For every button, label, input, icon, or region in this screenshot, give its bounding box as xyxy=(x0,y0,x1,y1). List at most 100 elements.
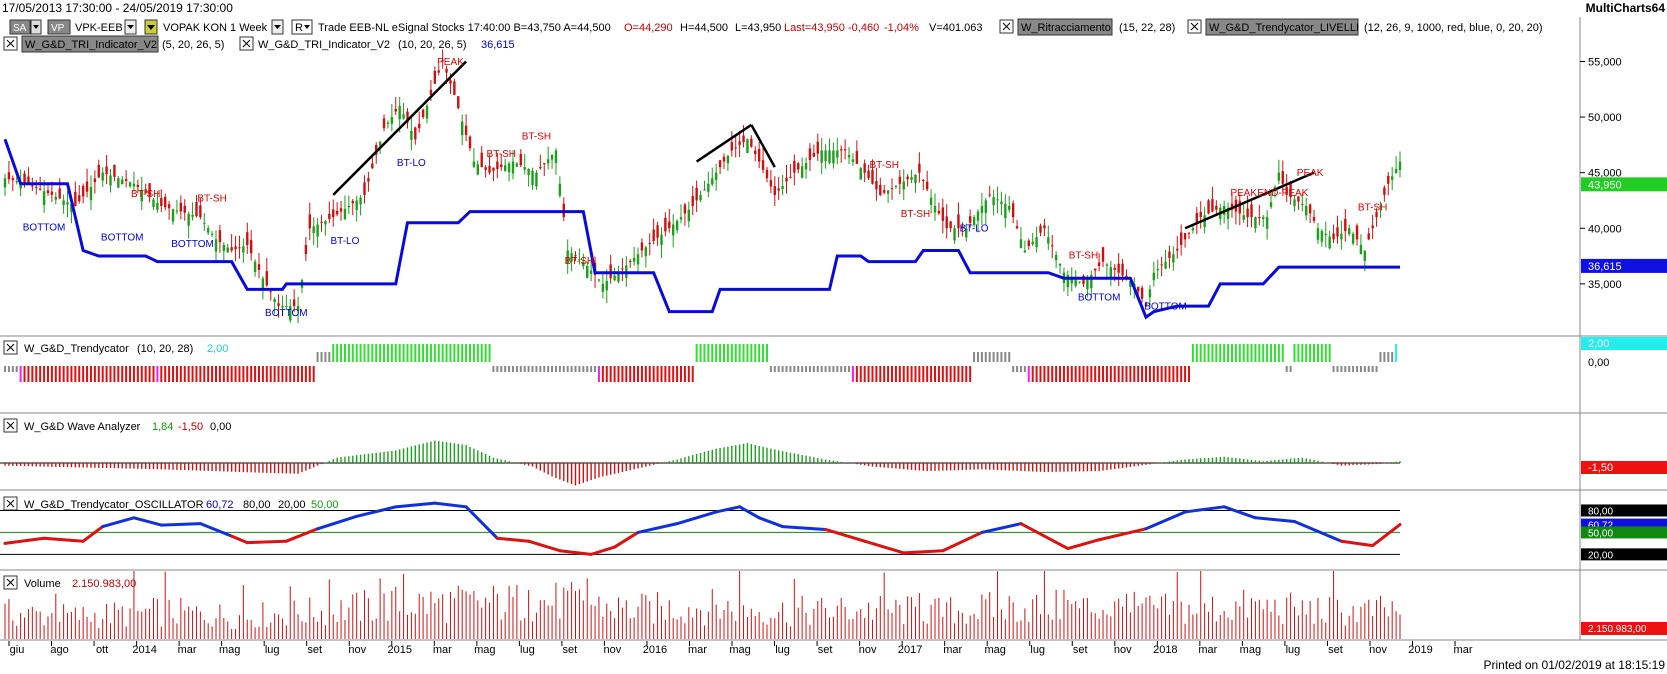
pattern-label: BOTTOM xyxy=(265,308,308,319)
trendycator-bar xyxy=(629,366,632,382)
candle-body xyxy=(445,68,448,73)
trendycator-bar xyxy=(168,366,171,382)
oscillator-line xyxy=(558,549,593,556)
trendycator-bar xyxy=(918,366,921,382)
candle-body xyxy=(773,186,776,195)
trendycator-bar xyxy=(578,366,581,372)
pattern-label: BT-SH xyxy=(1358,202,1387,213)
candle-body xyxy=(1191,228,1195,231)
candle-body xyxy=(375,144,378,155)
candle-body xyxy=(996,199,999,201)
trendycator-bar xyxy=(844,366,847,372)
wave-tag-label: -1,50 xyxy=(1588,462,1613,474)
candle-body xyxy=(70,204,73,212)
candle-body xyxy=(246,232,249,245)
r-button[interactable] xyxy=(291,19,313,35)
trendycator-bar xyxy=(851,366,854,382)
trendycator-bar xyxy=(246,366,249,382)
trendycator-bar xyxy=(1094,366,1097,382)
candle-body xyxy=(804,163,808,170)
trendycator-bar xyxy=(594,366,597,372)
candle-body xyxy=(511,161,515,174)
trendycator-bar xyxy=(793,366,796,372)
ind-tri2-value: 36,615 xyxy=(481,39,515,51)
candle-body xyxy=(1312,217,1316,221)
trendycator-bar xyxy=(738,344,741,362)
candle-body xyxy=(1281,171,1284,184)
oscillator-v1: 60,72 xyxy=(206,499,234,511)
trendycator-bar xyxy=(1242,344,1245,362)
trendycator-bar xyxy=(1027,366,1030,382)
ind-tri1-chip[interactable] xyxy=(21,35,159,53)
trendycator-bar xyxy=(590,366,593,372)
trendycator-bar xyxy=(711,344,714,362)
ind-ritracciamento-chip[interactable] xyxy=(1017,18,1113,36)
candle-body xyxy=(347,206,351,208)
candle-body xyxy=(1258,216,1261,218)
candle-body xyxy=(425,105,429,119)
trendycator-bar xyxy=(375,344,378,362)
trendycator-bar xyxy=(383,344,386,362)
oscillator-line xyxy=(714,505,742,514)
ind-livelli-chip[interactable] xyxy=(1205,18,1359,36)
time-tick-label: set xyxy=(307,644,322,656)
candle-body xyxy=(15,181,18,183)
trendycator-bar xyxy=(117,366,120,382)
candle-body xyxy=(824,150,827,162)
candle-body xyxy=(476,164,480,175)
trendycator-bar xyxy=(1098,366,1101,382)
candle-body xyxy=(761,160,765,170)
sa-button[interactable] xyxy=(9,19,31,35)
trendycator-bar xyxy=(1344,366,1347,372)
candle-body xyxy=(113,164,116,177)
trendycator-bar xyxy=(640,366,643,382)
trendycator-bar xyxy=(1086,366,1089,382)
candle-body xyxy=(1277,172,1281,181)
stop-line xyxy=(3,138,1400,320)
candle-body xyxy=(1179,232,1183,245)
trendycator-bar xyxy=(539,366,542,372)
time-tick-label: ago xyxy=(50,644,68,656)
candle-body xyxy=(1015,226,1019,229)
candle-body xyxy=(378,141,382,146)
trendycator-bar xyxy=(19,366,22,382)
trendycator-bar xyxy=(347,344,350,362)
vp-button-label: VP xyxy=(51,23,65,34)
vp-button[interactable] xyxy=(47,19,71,35)
ind-tri2-params: (10, 20, 26, 5) xyxy=(398,39,467,51)
candle-body xyxy=(1160,264,1163,266)
trendycator-bar xyxy=(781,366,784,372)
candle-body xyxy=(535,172,538,187)
candle-body xyxy=(1375,211,1378,218)
ind-tri2-label: W_G&D_TRI_Indicator_V2 xyxy=(258,39,390,51)
oscillator-v2: 80,00 xyxy=(243,499,271,511)
candle-body xyxy=(414,127,417,140)
close-icon xyxy=(6,499,15,508)
candle-body xyxy=(1031,241,1034,245)
candle-body xyxy=(480,152,483,168)
trendycator-bar xyxy=(891,366,894,382)
trendycator-bar xyxy=(676,366,679,382)
oscillator-line xyxy=(230,534,249,545)
oscillator-line xyxy=(316,514,359,531)
trendycator-bar xyxy=(273,366,276,382)
trendycator-bar xyxy=(101,366,104,382)
wave-v2: -1,50 xyxy=(178,421,203,433)
trendycator-bar xyxy=(582,366,585,372)
candle-body xyxy=(441,60,444,62)
symbol: VPK-EEB xyxy=(75,22,123,34)
candle-body xyxy=(808,148,812,160)
candle-body xyxy=(312,226,315,234)
trendycator-bar xyxy=(1328,344,1331,362)
candle-body xyxy=(1308,204,1312,214)
candle-body xyxy=(863,163,866,173)
trendycator-bar xyxy=(31,366,34,382)
candle-body xyxy=(687,209,691,222)
candle-body xyxy=(1398,161,1402,171)
trendycator-bar xyxy=(1336,366,1339,372)
oscillator-level-tag-label: 60,72 xyxy=(1588,521,1613,532)
trendycator-bar xyxy=(500,366,503,372)
candle-body xyxy=(871,169,874,184)
time-tick-label: lug xyxy=(775,644,790,656)
